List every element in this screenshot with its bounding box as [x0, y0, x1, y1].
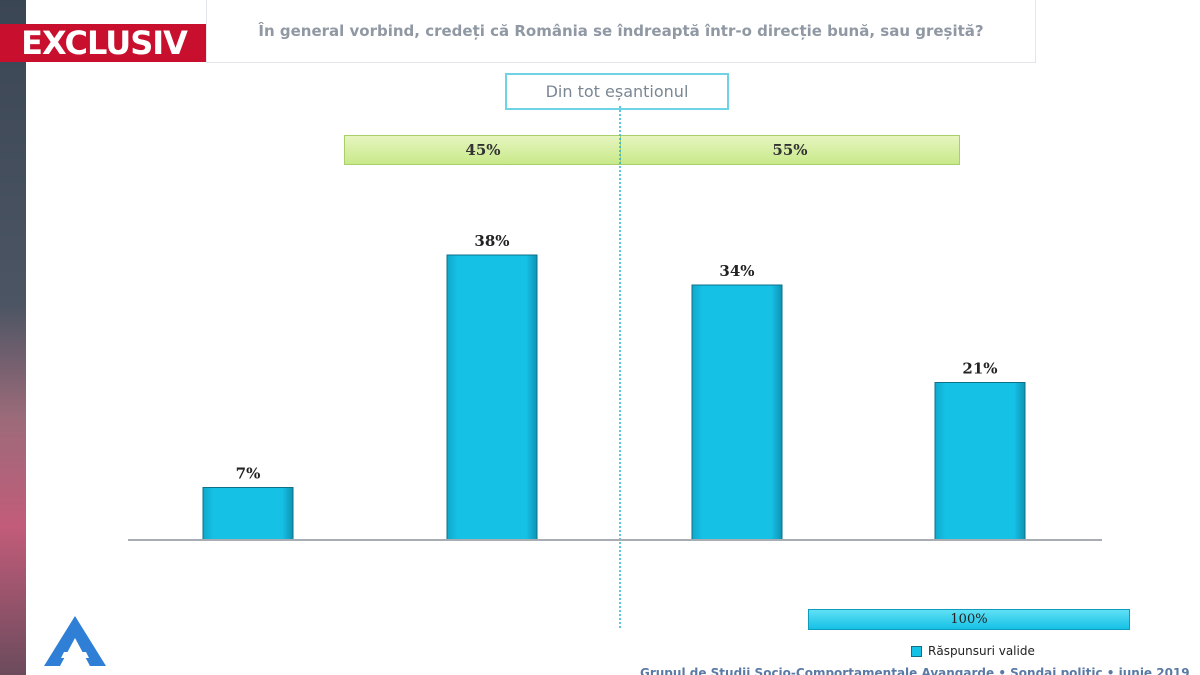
- bar-4: [934, 382, 1026, 541]
- question-text: În general vorbind, credeți că România s…: [258, 22, 984, 40]
- exclusiv-badge: EXCLUSIV: [0, 24, 208, 62]
- bar-3: [691, 284, 783, 541]
- sample-label-box: Din tot eșantionul: [505, 73, 729, 110]
- group-bar-left: 45%: [344, 135, 622, 165]
- legend-label: Răspunsuri valide: [928, 644, 1035, 658]
- bar-label-1: 7%: [236, 465, 261, 483]
- avangarde-a-logo-icon: [44, 616, 106, 666]
- bar-2: [446, 254, 538, 541]
- left-edge-strip: [0, 0, 26, 675]
- group-bar-right-label: 55%: [772, 141, 808, 159]
- bar-label-4: 21%: [962, 360, 997, 378]
- question-header: În general vorbind, credeți că România s…: [206, 0, 1036, 63]
- legend-swatch: [911, 645, 922, 657]
- source-footer: Grupul de Studii Socio-Comportamentale A…: [640, 666, 1190, 675]
- chart-legend: Răspunsuri valide: [911, 642, 1035, 660]
- bar-label-2: 38%: [474, 232, 509, 250]
- group-bar-right: 55%: [620, 135, 960, 165]
- exclusiv-badge-label: EXCLUSIV: [21, 24, 188, 62]
- total-bar-label: 100%: [950, 612, 988, 627]
- sample-label: Din tot eșantionul: [545, 82, 689, 101]
- group-bar-left-label: 45%: [465, 141, 501, 159]
- bar-1: [202, 487, 294, 541]
- bar-label-3: 34%: [719, 262, 754, 280]
- total-bar: 100%: [808, 609, 1130, 630]
